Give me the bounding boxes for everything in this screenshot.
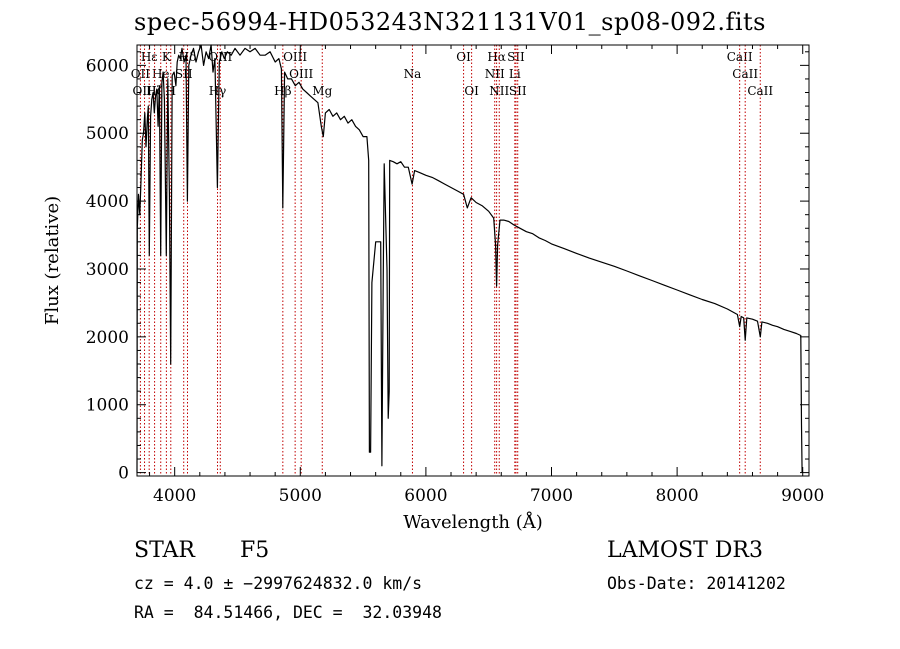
redshift-readout: cz = 4.0 ± −2997624832.0 km/s xyxy=(134,574,423,593)
line-marker-label: NII xyxy=(485,67,505,81)
x-tick-label: 7000 xyxy=(530,486,573,506)
line-marker-label: OI xyxy=(464,84,479,98)
line-marker-label: Hζ xyxy=(146,84,163,98)
line-marker-label: Hα xyxy=(487,50,506,64)
line-marker-label: OI xyxy=(456,50,471,64)
line-marker-label: He xyxy=(152,67,170,81)
y-tick-label: 6000 xyxy=(86,56,129,76)
line-marker-label: SII xyxy=(175,67,193,81)
line-marker-label: CaII xyxy=(747,84,773,98)
x-tick-label: 4000 xyxy=(153,486,196,506)
line-marker-label: Mg xyxy=(312,84,332,98)
line-marker-label: OIII xyxy=(289,67,313,81)
x-tick-label: 9000 xyxy=(781,486,824,506)
survey-name: LAMOST DR3 xyxy=(607,538,763,563)
y-tick-label: 0 xyxy=(118,464,129,484)
line-marker-label: K xyxy=(162,50,172,64)
line-marker-label: CaII xyxy=(727,50,753,64)
object-subclass: F5 xyxy=(240,538,270,563)
y-axis-label: Flux (relative) xyxy=(42,196,63,325)
line-marker-label: Na xyxy=(404,67,422,81)
line-marker-label: SII xyxy=(509,84,527,98)
axis-ticks: 4000 5000 6000 7000 8000 9000 0 1000 2000 3000 400… xyxy=(86,45,824,506)
line-marker-label: CaII xyxy=(732,67,758,81)
line-marker-label: H xyxy=(166,84,176,98)
spectrum-plot xyxy=(136,44,803,473)
x-tick-label: 6000 xyxy=(404,486,447,506)
coordinates-readout: RA = 84.51466, DEC = 32.03948 xyxy=(134,603,442,622)
line-marker-label: NII xyxy=(489,84,509,98)
y-tick-label: 3000 xyxy=(86,260,129,280)
x-tick-label: 5000 xyxy=(279,486,322,506)
line-marker-label: Li xyxy=(509,67,521,81)
observation-date: Obs-Date: 20141202 xyxy=(607,574,786,593)
y-tick-label: 4000 xyxy=(86,192,129,212)
chart-title: spec-56994-HD053243N321131V01_sp08-092.f… xyxy=(134,8,766,36)
y-tick-label: 1000 xyxy=(86,396,129,416)
object-class: STAR xyxy=(134,538,195,563)
x-axis-label: Wavelength (Å) xyxy=(403,511,543,533)
y-tick-label: 2000 xyxy=(86,328,129,348)
line-marker-label: Hβ xyxy=(274,84,291,98)
x-tick-label: 8000 xyxy=(655,486,698,506)
y-tick-label: 5000 xyxy=(86,124,129,144)
line-marker-label: SII xyxy=(507,50,525,64)
plot-frame xyxy=(136,44,810,477)
line-marker-label: OII xyxy=(131,67,151,81)
line-marker-label: Hγ xyxy=(209,84,227,98)
flux-series-line xyxy=(136,44,803,473)
line-marker-label: OIII xyxy=(133,84,157,98)
line-marker-label: OIII xyxy=(283,50,307,64)
